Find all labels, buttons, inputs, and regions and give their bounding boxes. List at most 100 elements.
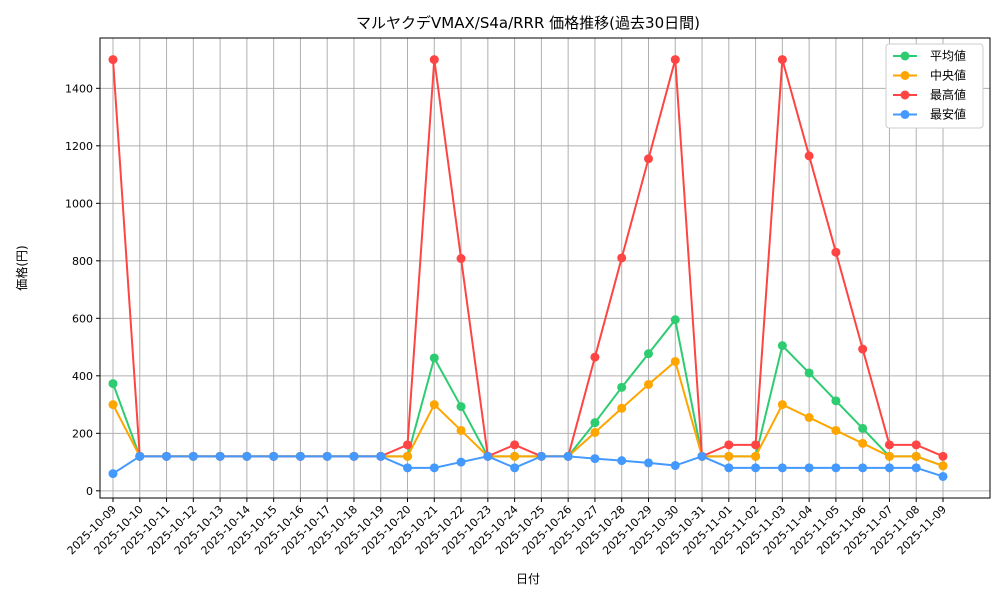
data-point [884,440,894,450]
data-point [456,457,466,467]
y-tick-label: 1200 [65,140,93,153]
data-point [804,368,814,378]
data-point [108,469,118,479]
data-point [643,349,653,359]
data-point [617,456,627,466]
data-point [429,353,439,363]
data-point [456,402,466,412]
y-tick-label: 0 [86,485,93,498]
data-point [643,458,653,468]
data-point [804,151,814,161]
data-point [536,451,546,461]
data-point [670,461,680,471]
data-point [831,396,841,406]
data-point [751,463,761,473]
data-point [911,451,921,461]
y-axis-label: 価格(円) [14,245,29,290]
legend-label: 平均値 [930,48,966,63]
data-point [510,440,520,450]
data-point [643,154,653,164]
data-point [643,379,653,389]
data-point [108,55,118,65]
x-axis-label: 日付 [516,572,540,586]
data-point [590,454,600,464]
data-point [429,463,439,473]
data-point [724,451,734,461]
data-point [858,423,868,433]
data-point [724,440,734,450]
data-point [831,425,841,435]
data-point [858,463,868,473]
data-point [777,341,787,351]
data-point [670,356,680,366]
data-point [563,451,573,461]
legend-marker [900,110,910,119]
data-point [376,451,386,461]
data-point [858,344,868,354]
y-tick-label: 200 [72,427,93,440]
data-point [777,400,787,410]
data-point [483,451,493,461]
data-point [403,463,413,473]
data-point [403,451,413,461]
data-point [242,451,252,461]
data-point [670,55,680,65]
legend-box [885,43,984,129]
data-point [322,451,332,461]
data-point [188,451,198,461]
legend-marker [900,51,910,61]
data-point [617,253,627,263]
series-line-0 [112,317,944,467]
data-point [617,382,627,392]
y-tick-label: 1400 [65,82,93,95]
legend-marker [900,71,910,80]
y-tick-label: 1000 [65,197,93,210]
data-point [295,451,305,461]
data-point [911,463,921,473]
data-point [108,379,118,389]
data-point [831,247,841,257]
data-point [670,315,680,325]
data-point [938,461,948,471]
data-point [884,451,894,461]
series-line-3 [112,455,944,478]
data-point [858,438,868,448]
series-line-2 [112,59,944,458]
data-point [456,254,466,264]
data-point [777,55,787,65]
legend-marker [900,90,910,100]
data-point [590,352,600,362]
plot-frame [99,37,991,499]
data-point [429,55,439,65]
data-point [697,451,707,461]
data-point [617,403,627,413]
data-point [403,440,413,450]
data-point [938,451,948,461]
y-tick-label: 600 [72,312,93,325]
data-point [751,451,761,461]
data-point [938,471,948,481]
data-point [751,440,761,450]
chart-title: マルヤクデVMAX/S4a/RRR 価格推移(過去30日間) [356,14,700,32]
data-point [269,451,279,461]
data-point [510,463,520,473]
data-point [162,451,172,461]
y-tick-label: 400 [72,370,93,383]
data-point [108,400,118,410]
data-point [804,413,814,422]
y-tick-label: 800 [72,255,93,268]
data-point [590,427,600,437]
data-point [215,451,225,461]
data-point [590,418,600,428]
legend-label: 中央値 [930,68,966,83]
data-point [911,440,921,450]
data-point [884,463,894,473]
data-point [510,451,520,461]
data-point [456,425,466,435]
legend-label: 最高値 [930,87,966,102]
data-point [135,451,145,461]
data-point [831,463,841,473]
